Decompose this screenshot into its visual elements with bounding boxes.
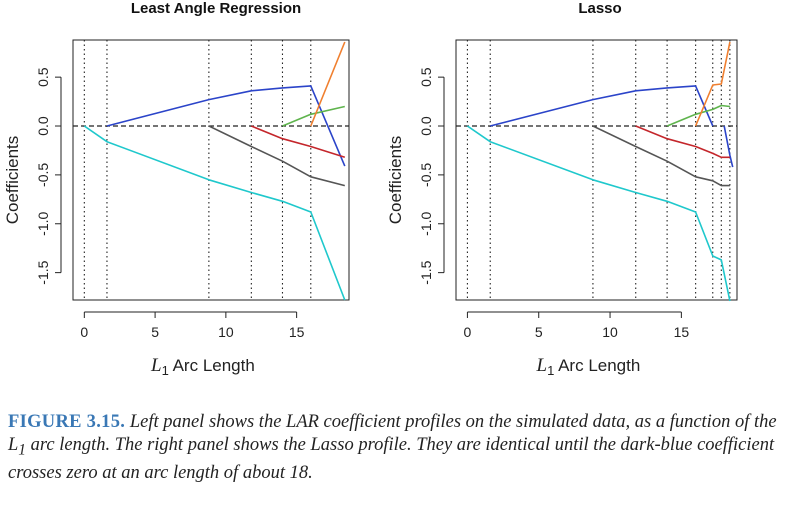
- y-tick-label: 0.0: [35, 116, 51, 136]
- series-line-1: [466, 125, 731, 302]
- y-tick-label: -0.5: [35, 163, 51, 187]
- series-line-4: [592, 125, 730, 187]
- x-tick-label: 10: [602, 324, 618, 340]
- x-tick-label: 5: [151, 324, 159, 340]
- series-line-2: [106, 85, 346, 167]
- series-line-4: [250, 125, 346, 159]
- caption-label: FIGURE 3.15.: [8, 412, 126, 432]
- x-axis-label: L1 Arc Length: [536, 355, 641, 378]
- y-tick-label: -0.5: [418, 163, 434, 187]
- series-line-6: [310, 41, 346, 127]
- caption-text-2: arc length. The right panel shows the La…: [8, 434, 775, 483]
- y-tick-label: -1.5: [35, 260, 51, 284]
- series-line-2: [490, 85, 714, 127]
- y-tick-label: 0.5: [35, 67, 51, 87]
- caption-text-1: Left panel shows the LAR coefficient pro…: [8, 412, 777, 455]
- figure-caption: FIGURE 3.15. Left panel shows the LAR co…: [8, 411, 780, 484]
- plot-box: [72, 39, 350, 301]
- x-tick-label: 0: [80, 324, 88, 340]
- x-tick-label: 0: [464, 324, 472, 340]
- chart-title: Lasso: [578, 0, 621, 17]
- left-panel: Least Angle Regression 0 5 10 15 -1.5 -1.0 -0.5…: [3, 0, 350, 378]
- y-tick-label: -1.5: [418, 260, 434, 284]
- right-panel: Lasso 0 5 10 15 -1.5 -1.0 -0.5 0.0 0.5 Coefficient…: [386, 0, 738, 378]
- series-line-5: [282, 105, 345, 127]
- y-tick-label: -1.0: [418, 211, 434, 235]
- series-line-3: [208, 125, 346, 187]
- x-tick-label: 15: [289, 324, 305, 340]
- caption-subscript: 1: [18, 441, 26, 459]
- x-tick-label: 10: [218, 324, 234, 340]
- plot-box: [455, 39, 738, 301]
- series-line-5: [635, 125, 730, 159]
- x-tick-label: 5: [535, 324, 543, 340]
- series-line-3: [723, 125, 734, 168]
- y-axis-label: Coefficients: [3, 136, 22, 225]
- y-axis-label: Coefficients: [386, 136, 405, 225]
- y-tick-label: 0.0: [418, 116, 434, 136]
- y-tick-label: -1.0: [35, 211, 51, 235]
- figure: Least Angle Regression 0 5 10 15 -1.5 -1.0 -0.5…: [3, 0, 738, 378]
- series-line-1: [83, 125, 346, 301]
- series-line-7: [694, 41, 731, 127]
- x-tick-label: 15: [674, 324, 690, 340]
- chart-title: Least Angle Regression: [131, 0, 301, 17]
- y-tick-label: 0.5: [418, 67, 434, 87]
- x-axis-label: L1 Arc Length: [150, 355, 255, 378]
- series-line-6: [666, 104, 730, 127]
